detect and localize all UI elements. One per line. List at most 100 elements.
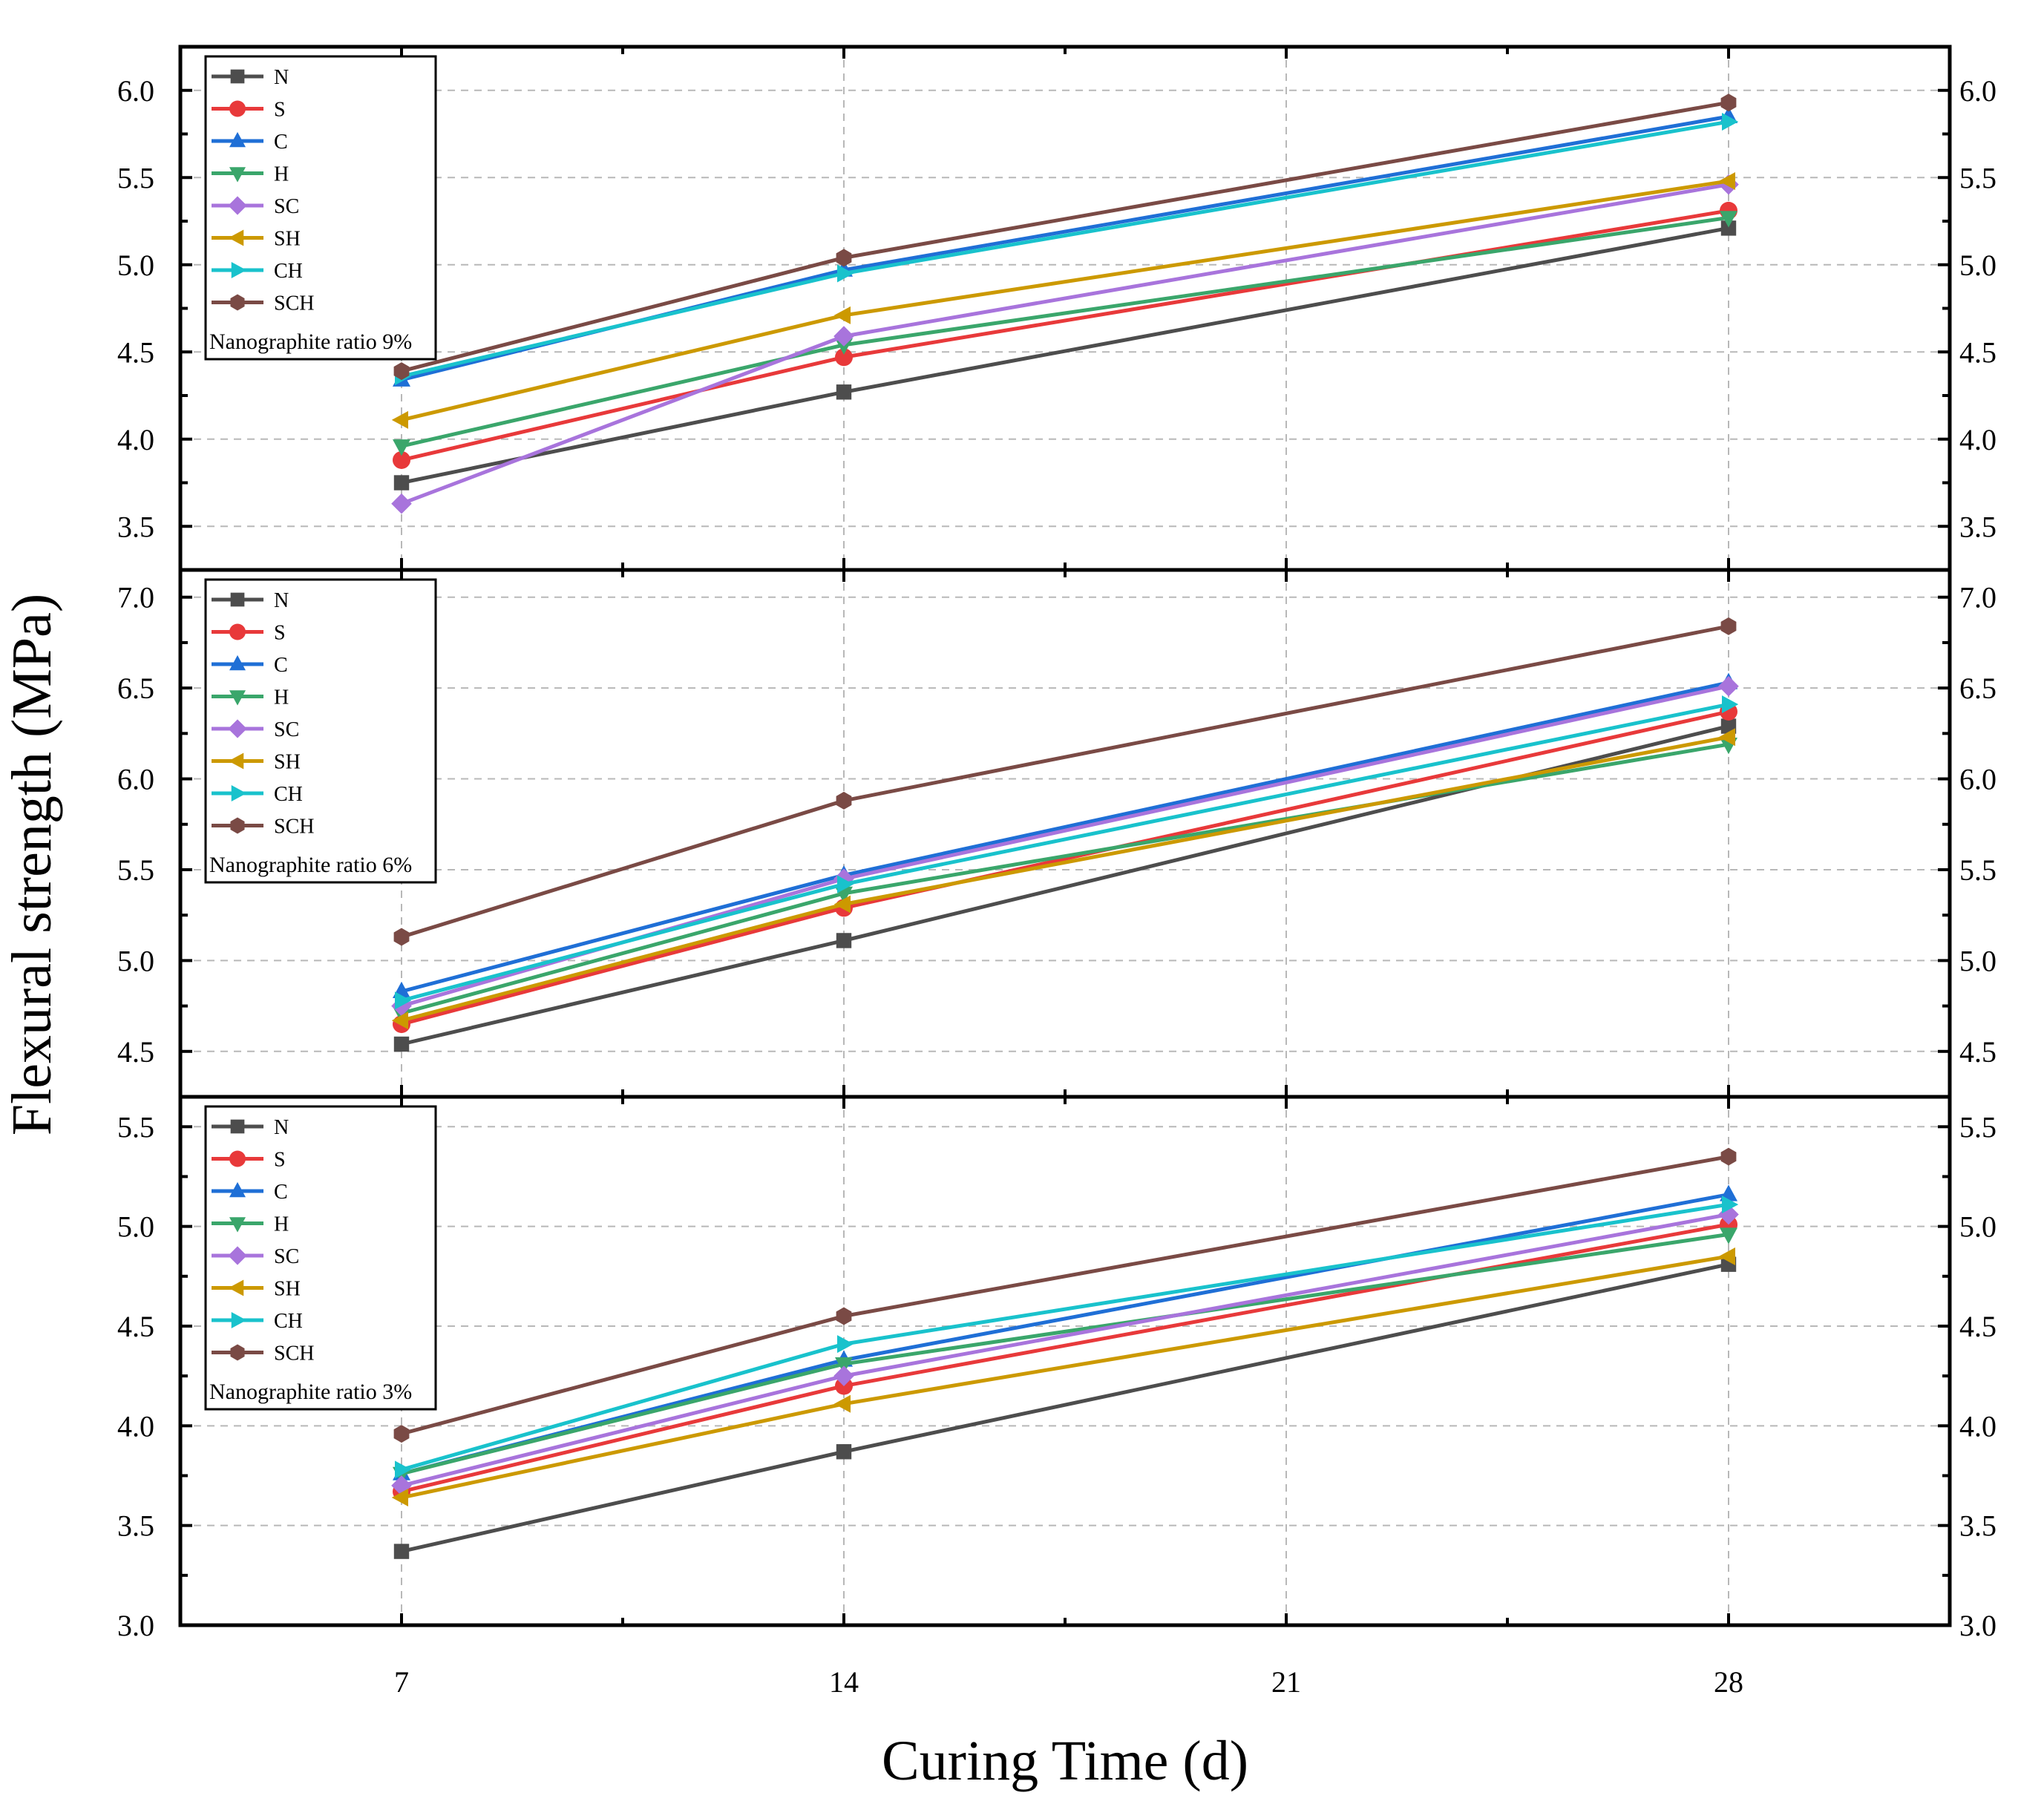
legend-marker-sh [228, 752, 244, 770]
legend-note: Nanographite ratio 9% [209, 329, 412, 354]
y-tick-label-left: 5.0 [117, 1210, 154, 1244]
legend-marker-ch [231, 785, 247, 801]
y-tick-label-left: 6.0 [117, 74, 154, 108]
legend-marker-sh [228, 229, 244, 246]
legend-marker-sc [228, 196, 247, 215]
y-tick-label-right: 5.0 [1959, 249, 1996, 282]
legend-label-s: S [274, 1149, 286, 1172]
legend-label-sc: SC [274, 1245, 299, 1268]
y-tick-label-right: 3.0 [1959, 1609, 1996, 1642]
series-line-ch [401, 119, 1729, 378]
legend-label-sch: SCH [274, 816, 314, 839]
data-point-h [835, 338, 853, 355]
y-tick-label-left: 5.5 [117, 853, 154, 887]
data-point-n [393, 1544, 410, 1559]
legend-note: Nanographite ratio 3% [209, 1380, 412, 1404]
data-point-h [835, 1357, 853, 1374]
y-axis-title: Flexural strength (MPa) [1, 594, 63, 1135]
legend-marker-sch [230, 294, 245, 311]
data-point-ch [395, 991, 412, 1010]
data-point-n [1720, 220, 1737, 236]
data-point-sh [1718, 171, 1735, 190]
data-point-n [836, 1444, 852, 1460]
legend-marker-c [229, 1181, 246, 1198]
data-point-sh [1718, 728, 1735, 747]
legend-marker-ch [231, 1312, 247, 1328]
y-tick-label-left: 3.5 [117, 1509, 154, 1543]
data-point-sc [833, 326, 854, 347]
panel-2: 4.5 4.55.0 5.05.5 5.56.0 6.06.5 6.57.0 7.0NSCH… [117, 568, 1996, 1099]
y-tick-label-left: 5.0 [117, 944, 154, 977]
data-point-sh [391, 1011, 408, 1030]
panel-1: 3.5 3.54.0 4.04.5 4.55.0 5.05.5 5.56.0 6.0NSCH… [117, 45, 1996, 572]
data-point-sh [391, 1489, 408, 1507]
y-tick-label-right: 5.5 [1959, 161, 1996, 194]
legend-marker-c [229, 655, 246, 671]
y-tick-label-right: 4.5 [1959, 1310, 1996, 1343]
legend-note: Nanographite ratio 6% [209, 853, 412, 877]
data-point-sh [391, 410, 408, 429]
legend-marker-n [230, 1119, 245, 1134]
series-line-n [401, 226, 1729, 485]
legend-label-n: N [274, 589, 289, 612]
data-point-sch [1720, 1147, 1737, 1166]
legend-label-c: C [274, 654, 288, 677]
legend-label-sh: SH [274, 1278, 301, 1301]
data-point-sch [393, 362, 410, 381]
legend-marker-h [229, 167, 246, 183]
y-tick-label-left: 3.0 [117, 1609, 154, 1642]
data-point-ch [1722, 1196, 1739, 1214]
data-point-h [1720, 211, 1737, 228]
y-tick-label-right: 3.5 [1959, 510, 1996, 543]
data-point-h [393, 439, 410, 456]
legend-label-h: H [274, 1213, 289, 1236]
legend-label-sc: SC [274, 718, 299, 741]
data-point-n [836, 384, 852, 400]
legend-label-sch: SCH [274, 292, 314, 315]
y-tick-label-left: 4.5 [117, 1310, 154, 1343]
data-point-s [835, 348, 853, 367]
series-line-sch [401, 1155, 1729, 1436]
legend-label-s: S [274, 99, 286, 122]
panel-3: 3.0 3.03.5 3.54.0 4.04.5 4.55.0 5.05.5 5.5NSCH… [117, 1095, 1996, 1642]
data-point-n [393, 1036, 410, 1052]
y-tick-label-right: 4.0 [1959, 423, 1996, 456]
series-line-sh [401, 1254, 1729, 1500]
legend-label-h: H [274, 686, 289, 709]
y-tick-label-right: 3.5 [1959, 1509, 1996, 1543]
y-tick-label-left: 5.5 [117, 161, 154, 194]
y-tick-label-left: 4.0 [117, 1409, 154, 1443]
data-point-sc [833, 1365, 854, 1386]
data-point-sch [836, 249, 852, 267]
x-tick-label: 28 [1714, 1665, 1743, 1699]
y-tick-label-right: 4.5 [1959, 1035, 1996, 1069]
data-point-sh [1718, 1247, 1735, 1265]
legend-marker-n [230, 69, 245, 84]
legend-marker-sch [230, 817, 245, 834]
data-point-sch [1720, 94, 1737, 112]
data-point-sc [391, 493, 412, 514]
legend-label-ch: CH [274, 1310, 303, 1333]
data-point-sh [833, 895, 851, 914]
data-point-ch [837, 1335, 854, 1354]
data-point-ch [395, 1460, 412, 1479]
y-tick-label-left: 5.5 [117, 1110, 154, 1144]
legend-marker-ch [231, 262, 247, 278]
y-tick-label-left: 7.0 [117, 581, 154, 614]
legend-label-ch: CH [274, 783, 303, 806]
legend-marker-sch [230, 1344, 245, 1361]
legend-label-c: C [274, 1181, 288, 1204]
legend-label-sh: SH [274, 228, 301, 251]
y-tick-label-right: 6.5 [1959, 672, 1996, 705]
x-tick-label: 14 [829, 1665, 859, 1699]
series-line-ch [401, 702, 1729, 1003]
y-tick-label-right: 5.0 [1959, 1210, 1996, 1244]
legend-marker-n [230, 592, 245, 607]
legend-marker-h [229, 1217, 246, 1233]
legend-label-sh: SH [274, 751, 301, 774]
data-point-n [836, 933, 852, 948]
legend-label-n: N [274, 1116, 289, 1139]
